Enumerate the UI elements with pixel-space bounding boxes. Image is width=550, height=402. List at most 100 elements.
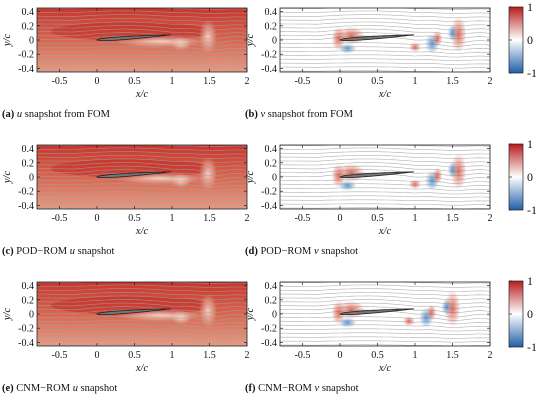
panel-caption: (a) u snapshot from FOM bbox=[2, 109, 111, 120]
streamline bbox=[280, 203, 490, 206]
y-tick-label: 0.4 bbox=[265, 7, 278, 18]
streamline bbox=[280, 66, 490, 69]
streamline bbox=[37, 183, 247, 188]
panel-caption: (b) v snapshot from FOM bbox=[245, 109, 354, 120]
streamline bbox=[37, 62, 247, 65]
streamline bbox=[37, 8, 247, 10]
x-tick-label: 0 bbox=[338, 213, 343, 224]
panel-caption: (d) POD−ROM v snapshot bbox=[245, 246, 358, 257]
y-axis-label: y/c bbox=[2, 34, 13, 48]
streamline bbox=[280, 324, 490, 328]
streamline bbox=[280, 158, 490, 164]
streamline bbox=[37, 207, 247, 209]
x-tick-label: 2 bbox=[245, 350, 250, 361]
panel-d: -0.5 0 0.5 1 1.5 2 0.4 0.2 0 -0.2 -0.4 x/c y/c (d) PO… bbox=[245, 144, 493, 257]
colorbar-tick-label: -1 bbox=[527, 340, 537, 354]
y-tick-label: 0.4 bbox=[265, 281, 278, 292]
x-tick-label: 2 bbox=[488, 76, 493, 87]
y-axis-label: y/c bbox=[2, 308, 13, 322]
streamline bbox=[280, 62, 490, 65]
streamline bbox=[280, 199, 490, 202]
y-tick-label: -0.4 bbox=[18, 64, 34, 75]
y-axis-label: y/c bbox=[2, 171, 13, 185]
streamline bbox=[37, 344, 247, 346]
streamline bbox=[37, 191, 247, 195]
y-axis-label: y/c bbox=[245, 34, 256, 48]
streamline bbox=[280, 328, 490, 332]
streamline bbox=[280, 28, 490, 35]
x-axis-label: x/c bbox=[135, 226, 149, 237]
streamline bbox=[280, 316, 490, 321]
streamline bbox=[37, 299, 247, 305]
y-tick-label: 0.4 bbox=[22, 281, 35, 292]
streamline bbox=[280, 32, 490, 39]
vortex-region bbox=[199, 293, 217, 328]
x-tick-label: 0 bbox=[338, 76, 343, 87]
streamline bbox=[280, 344, 490, 346]
streamline bbox=[37, 151, 247, 155]
streamline bbox=[37, 10, 247, 14]
x-tick-label: 1.5 bbox=[203, 213, 216, 224]
streamline bbox=[37, 316, 247, 321]
y-tick-label: -0.2 bbox=[18, 324, 34, 335]
panel-caption: (c) POD−ROM u snapshot bbox=[2, 246, 114, 257]
y-tick-label: 0.2 bbox=[22, 21, 35, 32]
streamline bbox=[37, 158, 247, 164]
y-tick-label: 0.4 bbox=[22, 144, 35, 155]
x-tick-label: 0 bbox=[95, 76, 100, 87]
streamline bbox=[37, 28, 247, 35]
streamline bbox=[280, 183, 490, 188]
colorbar-tick-label: 0 bbox=[527, 307, 533, 321]
streamline bbox=[37, 332, 247, 335]
streamline bbox=[280, 25, 490, 31]
streamline bbox=[280, 151, 490, 155]
streamline bbox=[280, 320, 490, 325]
panel-a: -0.5 0 0.5 1 1.5 2 0.4 0.2 0 -0.2 -0.4 x/c y/c (a) u … bbox=[2, 7, 250, 120]
streamline bbox=[280, 155, 490, 159]
x-axis-label: x/c bbox=[378, 226, 392, 237]
field-u bbox=[37, 145, 247, 209]
y-tick-label: -0.2 bbox=[18, 187, 34, 198]
streamline bbox=[37, 306, 247, 313]
streamline bbox=[280, 284, 490, 288]
x-axis-label: x/c bbox=[135, 89, 149, 100]
streamline bbox=[280, 292, 490, 296]
colorbar-tick-label: 0 bbox=[527, 170, 533, 184]
streamline bbox=[37, 288, 247, 292]
streamline bbox=[37, 195, 247, 198]
x-tick-label: 1.5 bbox=[203, 76, 216, 87]
vortex-region bbox=[199, 156, 217, 191]
y-tick-label: 0.2 bbox=[22, 158, 35, 169]
x-tick-label: 1 bbox=[413, 76, 418, 87]
y-tick-label: -0.4 bbox=[18, 338, 34, 349]
x-tick-label: 1.5 bbox=[203, 350, 216, 361]
y-tick-label: 0 bbox=[272, 36, 277, 47]
x-tick-label: -0.5 bbox=[295, 76, 311, 87]
streamline bbox=[37, 165, 247, 172]
panel-b: -0.5 0 0.5 1 1.5 2 0.4 0.2 0 -0.2 -0.4 x/c y/c (b) v … bbox=[245, 7, 493, 120]
streamline bbox=[280, 42, 490, 47]
streamline bbox=[37, 179, 247, 184]
y-tick-label: -0.2 bbox=[261, 324, 277, 335]
streamline bbox=[280, 58, 490, 61]
streamline bbox=[280, 332, 490, 335]
streamline bbox=[37, 169, 247, 176]
streamline bbox=[37, 42, 247, 47]
streamline bbox=[37, 302, 247, 309]
streamline bbox=[280, 282, 490, 284]
y-tick-label: 0 bbox=[29, 36, 34, 47]
panel-c: -0.5 0 0.5 1 1.5 2 0.4 0.2 0 -0.2 -0.4 x/c y/c (c) PO… bbox=[2, 144, 250, 257]
negative-v-region bbox=[338, 317, 357, 328]
airfoil bbox=[338, 308, 415, 315]
x-tick-label: -0.5 bbox=[52, 76, 68, 87]
colorbar-tick-label: -1 bbox=[527, 66, 537, 80]
streamline bbox=[280, 18, 490, 22]
streamline bbox=[37, 145, 247, 147]
colorbar-tick-label: 1 bbox=[527, 137, 533, 151]
positive-v-region bbox=[432, 30, 443, 47]
streamline bbox=[37, 324, 247, 328]
streamline bbox=[37, 58, 247, 61]
negative-v-region bbox=[447, 161, 458, 178]
negative-v-region bbox=[447, 24, 458, 41]
